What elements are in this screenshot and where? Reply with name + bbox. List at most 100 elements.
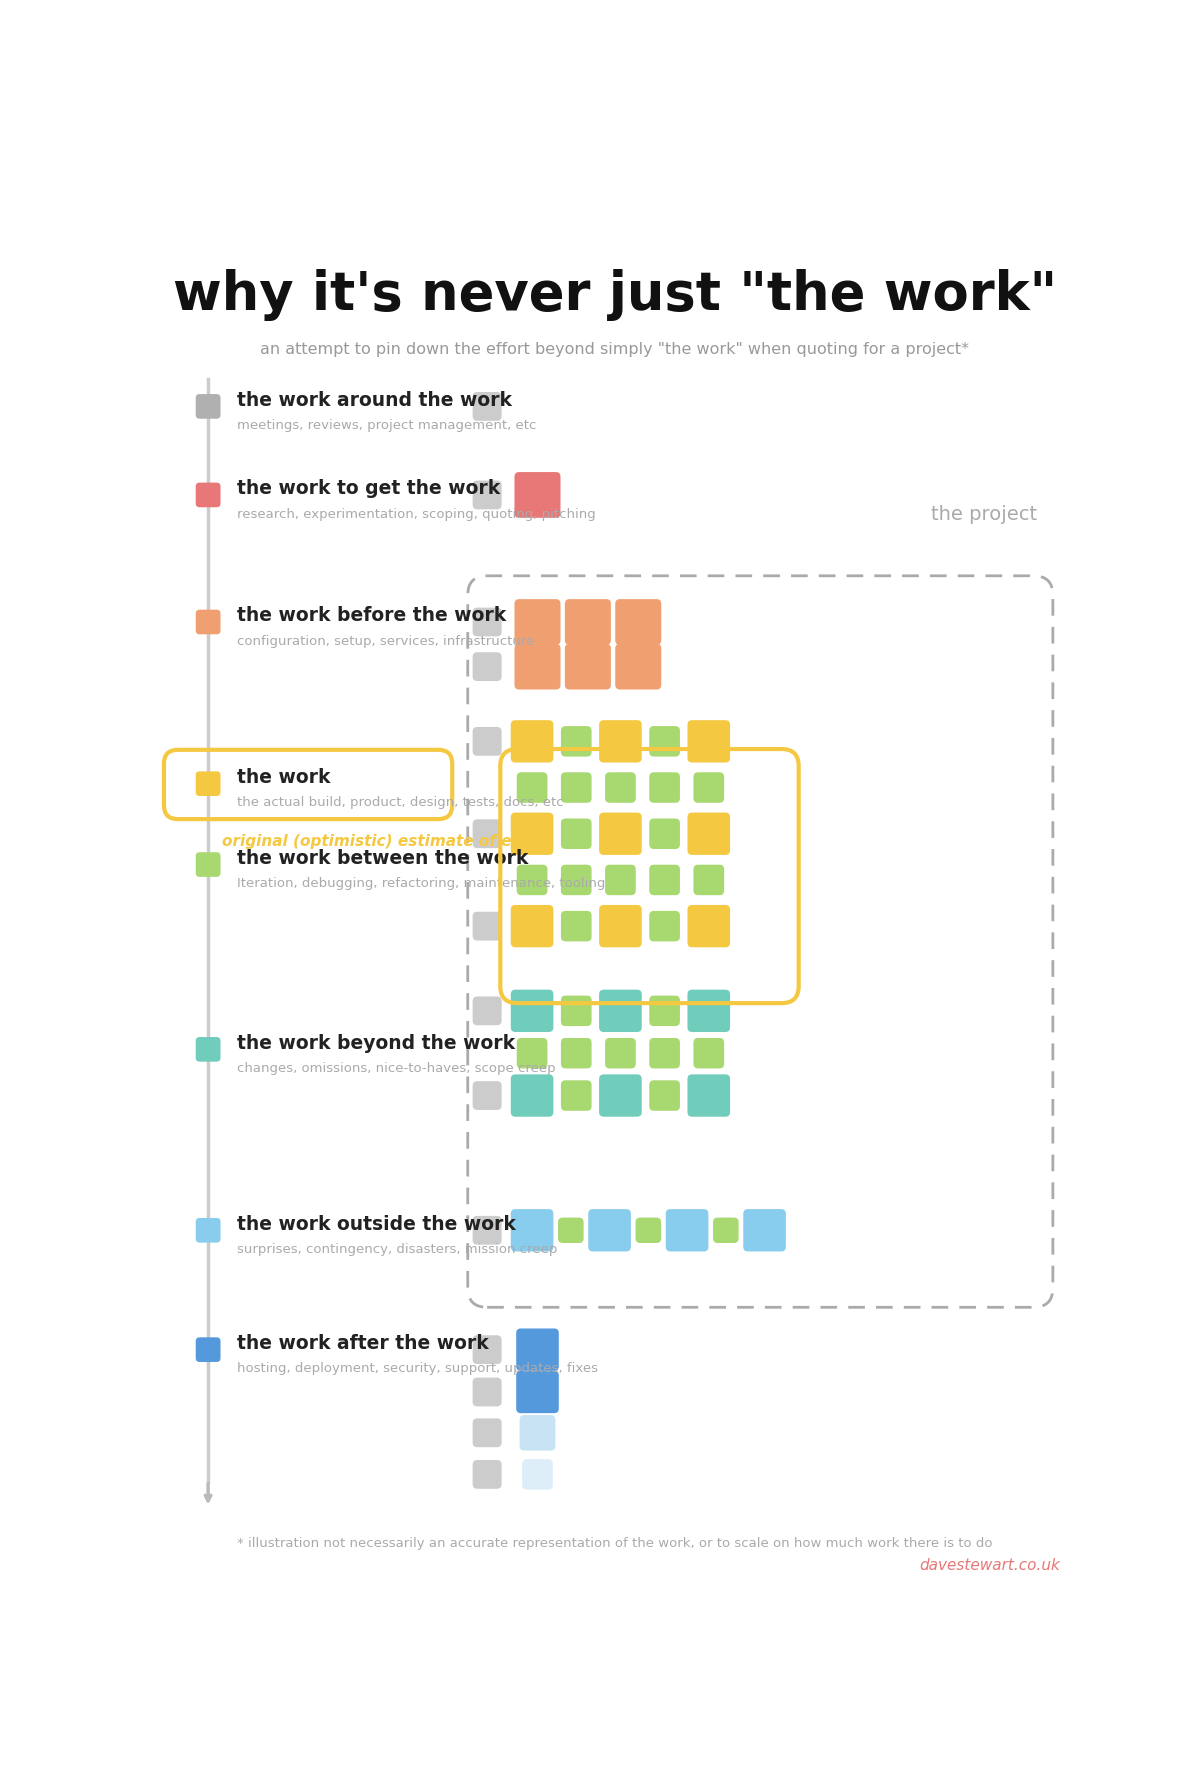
FancyBboxPatch shape: [605, 1037, 636, 1069]
Text: an attempt to pin down the effort beyond simply "the work" when quoting for a pr: an attempt to pin down the effort beyond…: [260, 343, 970, 357]
FancyBboxPatch shape: [473, 1082, 502, 1110]
FancyBboxPatch shape: [605, 773, 636, 803]
FancyBboxPatch shape: [515, 472, 560, 519]
FancyBboxPatch shape: [560, 1037, 592, 1069]
FancyBboxPatch shape: [196, 852, 221, 877]
FancyBboxPatch shape: [649, 996, 680, 1027]
FancyBboxPatch shape: [522, 1460, 553, 1490]
FancyBboxPatch shape: [516, 1328, 559, 1371]
FancyBboxPatch shape: [515, 643, 560, 689]
FancyBboxPatch shape: [196, 609, 221, 634]
FancyBboxPatch shape: [599, 906, 642, 947]
FancyBboxPatch shape: [473, 1460, 502, 1488]
FancyBboxPatch shape: [196, 1037, 221, 1062]
Text: the work around the work: the work around the work: [236, 391, 512, 410]
FancyBboxPatch shape: [694, 773, 724, 803]
FancyBboxPatch shape: [616, 643, 661, 689]
Text: surprises, contingency, disasters, mission creep: surprises, contingency, disasters, missi…: [236, 1243, 557, 1256]
FancyBboxPatch shape: [511, 1074, 553, 1117]
FancyBboxPatch shape: [616, 599, 661, 645]
FancyBboxPatch shape: [599, 719, 642, 762]
FancyBboxPatch shape: [688, 719, 730, 762]
FancyBboxPatch shape: [599, 813, 642, 854]
Text: the work to get the work: the work to get the work: [236, 480, 500, 499]
FancyBboxPatch shape: [196, 483, 221, 508]
FancyBboxPatch shape: [649, 726, 680, 757]
FancyBboxPatch shape: [196, 394, 221, 419]
FancyBboxPatch shape: [694, 865, 724, 895]
Text: research, experimentation, scoping, quoting, pitching: research, experimentation, scoping, quot…: [236, 508, 595, 520]
FancyBboxPatch shape: [520, 1415, 556, 1451]
FancyBboxPatch shape: [473, 911, 502, 941]
FancyBboxPatch shape: [688, 989, 730, 1032]
FancyBboxPatch shape: [688, 1074, 730, 1117]
FancyBboxPatch shape: [560, 1080, 592, 1110]
FancyBboxPatch shape: [743, 1209, 786, 1252]
Text: configuration, setup, services, infrastructure: configuration, setup, services, infrastr…: [236, 634, 534, 648]
FancyBboxPatch shape: [649, 911, 680, 941]
Text: the actual build, product, design, tests, docs, etc: the actual build, product, design, tests…: [236, 796, 564, 810]
FancyBboxPatch shape: [511, 906, 553, 947]
FancyBboxPatch shape: [473, 652, 502, 680]
FancyBboxPatch shape: [649, 865, 680, 895]
FancyBboxPatch shape: [649, 773, 680, 803]
FancyBboxPatch shape: [473, 1336, 502, 1364]
FancyBboxPatch shape: [515, 599, 560, 645]
FancyBboxPatch shape: [649, 819, 680, 849]
FancyBboxPatch shape: [473, 726, 502, 757]
Text: the work: the work: [236, 767, 330, 787]
FancyBboxPatch shape: [517, 865, 547, 895]
FancyBboxPatch shape: [473, 481, 502, 510]
FancyBboxPatch shape: [196, 771, 221, 796]
FancyBboxPatch shape: [588, 1209, 631, 1252]
FancyBboxPatch shape: [636, 1218, 661, 1243]
Text: the work between the work: the work between the work: [236, 849, 528, 868]
Text: * illustration not necessarily an accurate representation of the work, or to sca: * illustration not necessarily an accura…: [238, 1538, 992, 1550]
Text: why it's never just "the work": why it's never just "the work": [173, 268, 1057, 320]
Text: davestewart.co.uk: davestewart.co.uk: [919, 1558, 1061, 1574]
FancyBboxPatch shape: [473, 996, 502, 1025]
Text: Iteration, debugging, refactoring, maintenance, tooling: Iteration, debugging, refactoring, maint…: [236, 877, 605, 890]
FancyBboxPatch shape: [473, 819, 502, 849]
Text: the work before the work: the work before the work: [236, 606, 506, 625]
FancyBboxPatch shape: [666, 1209, 708, 1252]
FancyBboxPatch shape: [649, 1037, 680, 1069]
FancyBboxPatch shape: [517, 1037, 547, 1069]
FancyBboxPatch shape: [560, 911, 592, 941]
FancyBboxPatch shape: [560, 819, 592, 849]
FancyBboxPatch shape: [565, 643, 611, 689]
FancyBboxPatch shape: [511, 813, 553, 854]
FancyBboxPatch shape: [599, 989, 642, 1032]
FancyBboxPatch shape: [560, 773, 592, 803]
FancyBboxPatch shape: [511, 719, 553, 762]
FancyBboxPatch shape: [560, 865, 592, 895]
FancyBboxPatch shape: [599, 1074, 642, 1117]
Text: the work outside the work: the work outside the work: [236, 1215, 516, 1234]
FancyBboxPatch shape: [196, 1337, 221, 1362]
FancyBboxPatch shape: [473, 392, 502, 421]
FancyBboxPatch shape: [649, 1080, 680, 1110]
FancyBboxPatch shape: [713, 1218, 739, 1243]
Text: meetings, reviews, project management, etc: meetings, reviews, project management, e…: [236, 419, 536, 432]
Text: the project: the project: [931, 504, 1037, 524]
Text: hosting, deployment, security, support, updates, fixes: hosting, deployment, security, support, …: [236, 1362, 598, 1375]
FancyBboxPatch shape: [560, 726, 592, 757]
FancyBboxPatch shape: [511, 1209, 553, 1252]
Text: original (optimistic) estimate of effort: original (optimistic) estimate of effort: [222, 835, 551, 849]
Text: the work after the work: the work after the work: [236, 1334, 488, 1353]
FancyBboxPatch shape: [516, 1371, 559, 1414]
FancyBboxPatch shape: [473, 1217, 502, 1245]
FancyBboxPatch shape: [511, 989, 553, 1032]
FancyBboxPatch shape: [565, 599, 611, 645]
FancyBboxPatch shape: [605, 865, 636, 895]
FancyBboxPatch shape: [196, 1218, 221, 1243]
FancyBboxPatch shape: [688, 906, 730, 947]
FancyBboxPatch shape: [694, 1037, 724, 1069]
FancyBboxPatch shape: [558, 1218, 583, 1243]
FancyBboxPatch shape: [517, 773, 547, 803]
Text: the work beyond the work: the work beyond the work: [236, 1034, 515, 1053]
FancyBboxPatch shape: [473, 607, 502, 636]
FancyBboxPatch shape: [688, 813, 730, 854]
FancyBboxPatch shape: [473, 1419, 502, 1447]
FancyBboxPatch shape: [473, 1378, 502, 1407]
